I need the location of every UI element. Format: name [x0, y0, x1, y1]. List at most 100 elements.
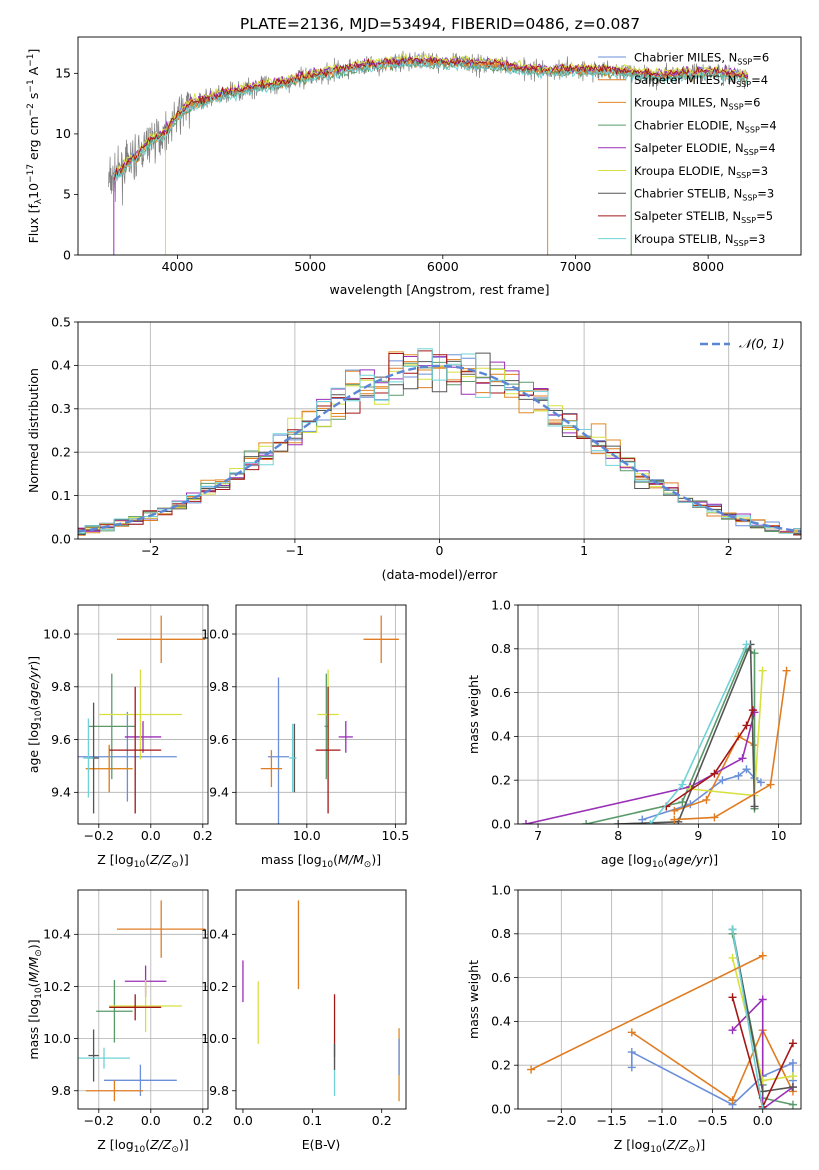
chart-residuals: −2 −1 0 1 2 0.0 0.1 0.2 0.3 0.4 0.5 𝒩(0, 1) (data-mo… — [26, 314, 802, 582]
y-tick-label: 0.5 — [51, 314, 71, 329]
weight-marker — [728, 925, 737, 934]
x-tick-label: −1.5 — [596, 1113, 626, 1128]
y-axis-label: mass weight — [466, 960, 481, 1039]
axes-frame — [77, 321, 802, 540]
weight-marker — [728, 1096, 737, 1105]
weight-marker — [782, 666, 791, 675]
weight-marker — [758, 666, 767, 675]
chart-massweight_vs_Z: −2.0 −1.5 −1.0 −0.5 0.0 0.0 0.2 0.4 0.6 0.8 1.0 Z [… — [466, 882, 802, 1155]
y-tick-label: 0.8 — [491, 926, 511, 941]
x-tick-label: 0.0 — [753, 1113, 773, 1128]
residuals-plot-area — [78, 348, 801, 536]
spectrum-plot-area — [108, 50, 749, 255]
x-tick-label: 7000 — [560, 259, 592, 274]
legend-entry: Kroupa MILES, NSSP=6 — [634, 96, 760, 112]
weight-marker — [742, 765, 751, 774]
x-axis-label: wavelength [Angstrom, rest frame] — [329, 282, 549, 297]
y-tick-label: 0.4 — [491, 729, 511, 744]
axes-frame — [77, 604, 209, 825]
y-tick-label: 10.0 — [201, 1031, 229, 1046]
x-tick-label: 0.1 — [302, 1113, 322, 1128]
x-tick-label: 0.0 — [233, 1113, 253, 1128]
x-tick-label: −0.2 — [84, 1113, 114, 1128]
y-tick-label: 0.2 — [491, 1058, 511, 1073]
legend-entry: Chabrier STELIB, NSSP=3 — [634, 187, 774, 203]
x-axis-label: mass [log10(M/M⊙)] — [261, 852, 381, 870]
x-tick-label: −2 — [141, 543, 159, 558]
axes-frame — [517, 604, 802, 825]
weight-marker — [728, 1026, 737, 1035]
y-tick-label: 10.2 — [201, 979, 229, 994]
chart-mass_vs_EBV: 0.0 0.1 0.2 9.8 10.0 10.2 10.4 E(B-V) — [201, 889, 407, 1152]
weight-marker — [638, 815, 647, 824]
weight-marker — [742, 721, 751, 730]
legend-entry: Salpeter MILES, NSSP=4 — [634, 73, 768, 89]
weight-marker — [527, 1065, 536, 1074]
y-tick-label: 9.6 — [209, 732, 229, 747]
y-tick-label: 9.6 — [51, 732, 71, 747]
reference-legend-label: 𝒩(0, 1) — [739, 336, 785, 351]
weight-marker — [766, 780, 775, 789]
chart-spectrum: 4000 5000 6000 7000 8000 0 5 10 15 wavelength [An… — [26, 36, 802, 297]
massweight_vs_age-plot-area — [522, 640, 791, 824]
x-tick-label: 7 — [534, 828, 542, 843]
legend-entry: Kroupa ELODIE, NSSP=3 — [634, 164, 768, 180]
x-tick-label: −0.5 — [697, 1113, 727, 1128]
weight-marker — [522, 820, 531, 824]
y-axis-label: Flux [fλ10−17 erg cm−2 s−1 A−1] — [26, 49, 44, 244]
y-tick-label: 10.4 — [201, 927, 229, 942]
y-tick-label: 0.0 — [51, 531, 71, 546]
y-tick-label: 0.1 — [51, 488, 71, 503]
y-tick-label: 0.2 — [51, 445, 71, 460]
y-tick-label: 1.0 — [491, 597, 511, 612]
y-tick-label: 10.0 — [43, 1031, 71, 1046]
weight-marker — [627, 1048, 636, 1057]
y-tick-label: 0.4 — [51, 358, 71, 373]
model-spectrum-line — [113, 56, 749, 181]
age_vs_Z-plot-area — [78, 615, 206, 814]
x-tick-label: 8000 — [692, 259, 724, 274]
weight-marker — [788, 1072, 797, 1081]
x-axis-label: Z [log10(Z/Z⊙)] — [97, 1137, 188, 1155]
y-tick-label: 9.8 — [209, 1083, 229, 1098]
axes-frame — [77, 36, 802, 256]
x-tick-label: −0.2 — [84, 828, 114, 843]
x-axis-label: Z [log10(Z/Z⊙)] — [97, 852, 188, 870]
x-tick-label: 8 — [614, 828, 622, 843]
legend-entry: Salpeter STELIB, NSSP=5 — [634, 209, 773, 225]
x-tick-label: 0.2 — [193, 828, 213, 843]
x-axis-label: Z [log10(Z/Z⊙)] — [614, 1137, 705, 1155]
weight-marker — [788, 1083, 797, 1092]
y-tick-label: 0.0 — [491, 1101, 511, 1116]
weight-marker — [750, 802, 759, 811]
y-tick-label: 0.8 — [491, 641, 511, 656]
chart-mass_vs_Z: −0.2 0.0 0.2 9.8 10.0 10.2 10.4 Z [log10(Z/Z⊙)]… — [26, 889, 213, 1155]
weight-marker — [710, 813, 719, 822]
weight-line — [665, 709, 754, 808]
mass_vs_EBV-plot-area — [242, 900, 400, 1102]
weight-marker — [678, 780, 687, 789]
y-tick-label: 9.8 — [51, 679, 71, 694]
mass_vs_Z-plot-area — [78, 900, 206, 1102]
weight-marker — [758, 995, 767, 1004]
legend-entry: Kroupa STELIB, NSSP=3 — [634, 232, 765, 248]
y-tick-label: 10.0 — [201, 626, 229, 641]
x-tick-label: 4000 — [162, 259, 194, 274]
x-axis-label: E(B-V) — [302, 1137, 341, 1152]
axes-frame — [235, 604, 407, 825]
spectrum-legend: Chabrier MILES, NSSP=6 Salpeter MILES, NS… — [598, 50, 777, 248]
x-tick-label: 2 — [725, 543, 733, 558]
y-tick-label: 10 — [55, 126, 71, 141]
weight-marker — [582, 820, 591, 824]
y-tick-label: 10.0 — [43, 626, 71, 641]
weight-marker — [678, 798, 687, 807]
normal-reference-curve — [78, 364, 801, 533]
y-tick-label: 0.6 — [491, 970, 511, 985]
weight-marker — [788, 1039, 797, 1048]
y-tick-label: 0.4 — [491, 1014, 511, 1029]
weight-line — [674, 670, 788, 821]
weight-marker — [750, 649, 759, 658]
y-tick-label: 0.3 — [51, 401, 71, 416]
residual-histogram — [78, 352, 801, 535]
y-tick-label: 9.4 — [51, 785, 71, 800]
